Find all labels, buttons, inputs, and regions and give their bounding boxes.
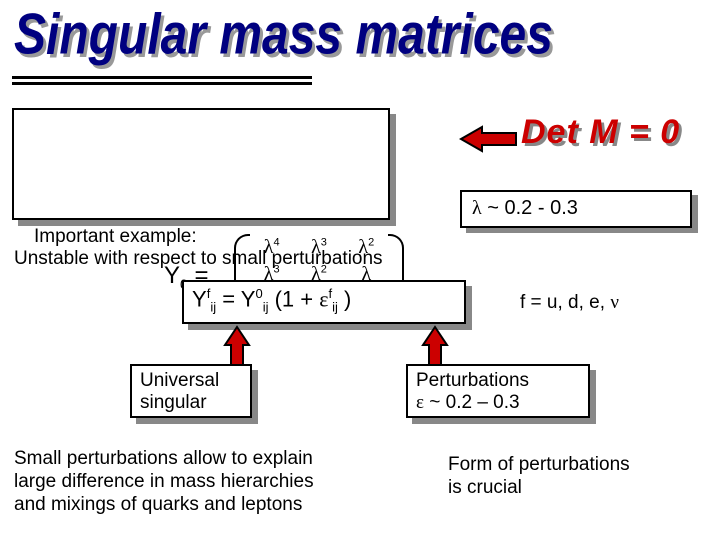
smallp-l2: large difference in mass hierarchies	[14, 471, 314, 494]
formp-l1: Form of perturbations	[448, 454, 630, 477]
universal-l1: Universal	[140, 370, 242, 392]
left-arrow-icon	[458, 124, 518, 154]
title-underline-2	[12, 82, 312, 85]
important-label: Important example:	[34, 226, 197, 248]
up-arrow-icon	[420, 324, 450, 368]
formula-box: Yfij = Y0ij (1 + εfij )	[182, 280, 466, 324]
formula-eps: ε	[319, 286, 328, 311]
example-box: Important example: Y0 = λ4 λ3 λ2 λ3 λ2 λ…	[12, 108, 390, 220]
smallp-l3: and mixings of quarks and leptons	[14, 494, 314, 517]
unstable-text: Unstable with respect to small perturbat…	[14, 248, 383, 270]
perturbations-l2: ε ~ 0.2 – 0.3	[416, 392, 580, 414]
title-underline-1	[12, 76, 312, 79]
formula-lhs-y: Y	[192, 286, 207, 311]
lambda-approx-box: λ ~ 0.2 - 0.3	[460, 190, 692, 228]
universal-l2: singular	[140, 392, 242, 414]
formula-rhs-sup: 0	[255, 286, 262, 301]
form-perturbations-text: Form of perturbations is crucial	[448, 454, 630, 500]
formula-rhs-sub: ij	[263, 300, 269, 315]
formula-eps-sub: ij	[332, 300, 338, 315]
formula-paren-open: (1 +	[275, 286, 320, 311]
formula-lhs-sub: ij	[210, 300, 216, 315]
smallp-l1: Small perturbations allow to explain	[14, 448, 314, 471]
formp-l2: is crucial	[448, 477, 630, 500]
formula-paren-close: )	[344, 286, 351, 311]
page-title: Singular mass matrices	[14, 2, 553, 68]
small-perturbations-text: Small perturbations allow to explain lar…	[14, 448, 314, 516]
det-text: Det M = 0	[521, 113, 680, 152]
perturbations-l1: Perturbations	[416, 370, 580, 392]
up-arrow-icon	[222, 324, 252, 368]
perturbations-box: Perturbations ε ~ 0.2 – 0.3	[406, 364, 590, 418]
universal-box: Universal singular	[130, 364, 252, 418]
formula-eq: =	[222, 286, 241, 311]
f-equals-text: f = u, d, e, ν	[520, 292, 619, 314]
formula-rhs-y: Y	[241, 286, 256, 311]
